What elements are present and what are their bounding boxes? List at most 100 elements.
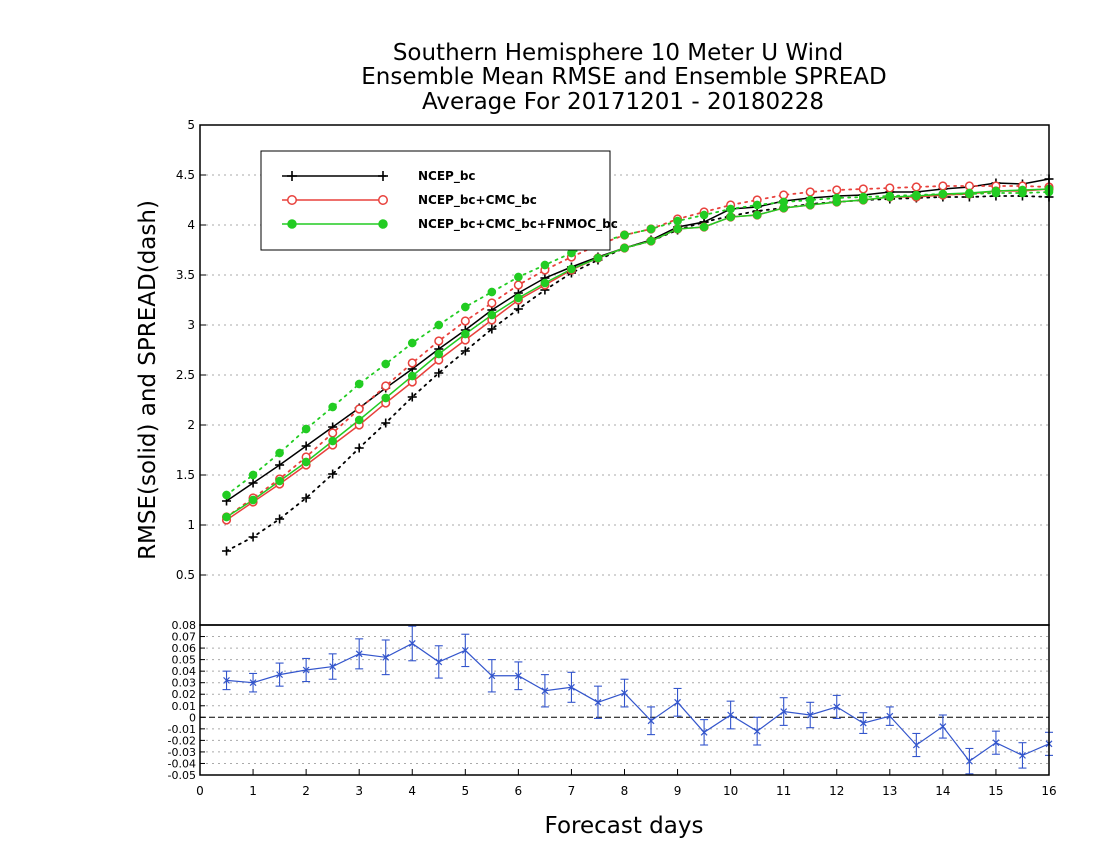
bottom-series-layer — [222, 625, 1053, 775]
difference-point-d2 — [780, 708, 788, 715]
spread-point-ncep-bc-cmc-bc-fnmoc-bc — [540, 260, 550, 270]
difference-point — [461, 646, 469, 654]
rmse-point-ncep-bc-cmc-bc-fnmoc-bc — [460, 329, 470, 339]
xtick-label: 6 — [515, 784, 523, 798]
spread-point-ncep-bc-cmc-bc — [407, 358, 417, 368]
difference-point-d2 — [435, 658, 443, 666]
difference-point — [939, 723, 947, 730]
xtick-label: 12 — [829, 784, 844, 798]
difference-point — [355, 650, 363, 658]
rmse-point-ncep-bc-cmc-bc-fnmoc-bc — [726, 212, 735, 222]
rmse-point-ncep-bc-cmc-bc-fnmoc-bc — [646, 236, 656, 246]
difference-point — [382, 653, 390, 661]
spread-point-ncep-bc-cmc-bc — [911, 182, 921, 192]
rmse-point-ncep-bc-cmc-bc-fnmoc-bc — [779, 203, 789, 213]
xtick-label: 11 — [776, 784, 791, 798]
rmse-point-ncep-bc-cmc-bc-fnmoc-bc — [938, 189, 948, 199]
difference-point — [488, 672, 496, 680]
difference-point — [912, 741, 920, 749]
rmse-point-ncep-bc-cmc-bc-fnmoc-bc — [248, 495, 258, 505]
bottom-y-axis-ticks: -0.05-0.04-0.03-0.02-0.0100.010.020.030.… — [168, 619, 205, 782]
rmse-point-ncep-bc-cmc-bc-fnmoc-bc — [487, 310, 497, 320]
bottom-ytick-label: -0.03 — [168, 746, 196, 759]
spread-point-ncep-bc — [513, 304, 523, 314]
difference-point-d2 — [992, 739, 1000, 747]
rmse-point-ncep-bc-cmc-bc-fnmoc-bc — [434, 349, 444, 359]
top-ytick-label: 2 — [187, 418, 195, 432]
xtick-label: 16 — [1041, 784, 1056, 798]
title-line-3: Average For 20171201 - 20180228 — [422, 89, 824, 115]
difference-point — [329, 663, 337, 670]
spread-point-ncep-bc-cmc-bc — [938, 181, 948, 191]
top-ytick-label: 4.5 — [176, 168, 195, 182]
top-ytick-label: 3 — [187, 318, 195, 332]
xtick-label: 7 — [568, 784, 576, 798]
spread-point-ncep-bc-cmc-bc-fnmoc-bc — [328, 402, 337, 412]
rmse-point-ncep-bc-cmc-bc-fnmoc-bc — [301, 457, 311, 467]
spread-point-ncep-bc-cmc-bc-fnmoc-bc — [407, 338, 417, 348]
xtick-label: 2 — [302, 784, 310, 798]
difference-point — [965, 757, 973, 765]
top-ytick-label: 3.5 — [176, 268, 195, 282]
difference-point-d2 — [382, 653, 390, 661]
difference-point — [302, 666, 310, 674]
difference-point-d2 — [965, 757, 973, 765]
rmse-point-ncep-bc-cmc-bc-fnmoc-bc — [832, 197, 842, 207]
difference-point — [541, 687, 549, 695]
bottom-ytick-label: 0 — [189, 711, 196, 724]
spread-point-ncep-bc-cmc-bc-fnmoc-bc — [354, 379, 364, 389]
spread-point-ncep-bc-cmc-bc-fnmoc-bc — [620, 230, 629, 240]
spread-point-ncep-bc — [434, 368, 444, 378]
bottom-ytick-label: 0.06 — [172, 642, 197, 655]
spread-point-ncep-bc — [460, 346, 470, 356]
spread-point-ncep-bc-cmc-bc-fnmoc-bc — [248, 470, 258, 480]
difference-point — [1019, 751, 1026, 759]
legend-item: NCEP_bc+CMC_bc+FNMOC_bc — [282, 217, 618, 232]
xtick-label: 15 — [988, 784, 1003, 798]
rmse-point-ncep-bc — [301, 441, 311, 451]
top-ytick-label: 1 — [187, 518, 195, 532]
top-ytick-label: 2.5 — [176, 368, 195, 382]
bottom-ytick-label: 0.03 — [172, 677, 197, 690]
title-line-2: Ensemble Mean RMSE and Ensemble SPREAD — [361, 64, 886, 90]
legend: NCEP_bc NCEP_bc+CMC_bc NCEP_bc+CMC_bc+FNMO… — [260, 150, 618, 251]
legend-marker — [378, 171, 388, 181]
title-line-1: Southern Hemisphere 10 Meter U Wind — [393, 40, 843, 66]
legend-item: NCEP_bc — [282, 169, 476, 184]
bottom-ytick-label: -0.01 — [168, 723, 196, 736]
difference-point — [276, 671, 284, 679]
spread-point-ncep-bc-cmc-bc-fnmoc-bc — [275, 448, 284, 458]
legend-marker — [287, 171, 297, 181]
bottom-ytick-label: 0.07 — [172, 631, 197, 644]
xtick-label: 4 — [408, 784, 416, 798]
difference-point — [568, 683, 575, 691]
difference-point-d2 — [461, 646, 469, 654]
difference-point-d2 — [806, 711, 814, 719]
difference-point — [594, 698, 602, 706]
difference-point-d2 — [753, 727, 761, 735]
rmse-point-ncep-bc-cmc-bc-fnmoc-bc — [328, 436, 337, 446]
rmse-point-ncep-bc — [248, 478, 258, 488]
top-ytick-label: 0.5 — [176, 568, 195, 582]
spread-point-ncep-bc-cmc-bc-fnmoc-bc — [301, 424, 311, 434]
difference-point-d2 — [727, 711, 735, 719]
spread-point-ncep-bc — [222, 546, 232, 556]
rmse-point-ncep-bc-cmc-bc-fnmoc-bc — [354, 415, 364, 425]
spread-point-ncep-bc-cmc-bc — [460, 316, 470, 326]
difference-line — [226, 642, 1050, 762]
difference-point — [223, 676, 230, 684]
difference-point — [621, 689, 628, 697]
rmse-point-ncep-bc-cmc-bc-fnmoc-bc — [275, 476, 284, 486]
difference-point — [780, 708, 788, 715]
xtick-label: 1 — [249, 784, 257, 798]
difference-point — [514, 672, 522, 680]
top-y-axis-ticks: 0.5 1 1.5 2 2.5 3 3.5 4 4.5 5 — [176, 118, 206, 582]
difference-point-d2 — [912, 741, 920, 749]
legend-label: NCEP_bc+CMC_bc+FNMOC_bc — [418, 217, 618, 232]
bottom-ytick-label: -0.02 — [168, 734, 196, 747]
rmse-point-ncep-bc-cmc-bc-fnmoc-bc — [381, 393, 391, 403]
difference-point-d2 — [886, 712, 894, 720]
difference-point-d2 — [541, 687, 549, 695]
spread-point-ncep-bc — [354, 443, 364, 453]
spread-point-ncep-bc-cmc-bc — [381, 381, 391, 391]
